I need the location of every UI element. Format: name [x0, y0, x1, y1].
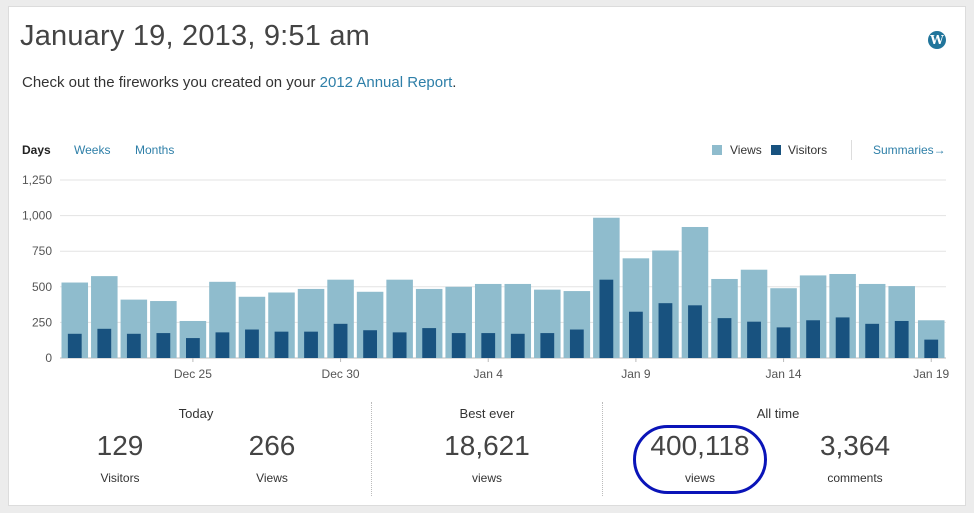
visitors-bar[interactable] [569, 329, 584, 358]
best-ever-label: Best ever [459, 406, 515, 421]
visitors-bar[interactable] [835, 317, 850, 358]
x-tick-label: Jan 14 [766, 367, 802, 381]
annual-report-link[interactable]: 2012 Annual Report [319, 74, 453, 91]
stats-divider-2 [602, 402, 603, 496]
visitors-bar[interactable] [186, 338, 200, 358]
all-time-views-label: views [684, 471, 715, 485]
all-time-comments-label: comments [827, 471, 883, 485]
visitors-bar[interactable] [717, 318, 732, 358]
visitors-bar[interactable] [451, 333, 466, 358]
visitors-bar[interactable] [924, 339, 939, 358]
x-tick-label: Dec 30 [322, 367, 360, 381]
visitors-bar[interactable] [688, 305, 702, 358]
visitors-bar[interactable] [97, 328, 112, 358]
legend-views-label: Views [730, 143, 762, 157]
x-tick-label: Jan 4 [474, 367, 504, 381]
y-tick-label: 1,000 [22, 209, 52, 223]
page-title: January 19, 2013, 9:51 am [20, 20, 371, 52]
visitors-bar[interactable] [481, 333, 496, 358]
visitors-bar[interactable] [156, 333, 171, 358]
y-tick-label: 500 [32, 280, 52, 294]
visitors-bar[interactable] [67, 333, 82, 358]
x-tick-label: Dec 25 [174, 367, 212, 381]
visitors-bar[interactable] [422, 328, 437, 358]
best-ever-views-label: views [471, 471, 502, 485]
x-tick-label: Jan 19 [913, 367, 949, 381]
today-views-label: Views [256, 471, 288, 485]
legend-visitors-swatch [771, 145, 781, 155]
visitors-bar[interactable] [865, 323, 880, 358]
visitors-bar[interactable] [333, 323, 348, 358]
message-prefix: Check out the fireworks you created on y… [22, 74, 320, 91]
visitors-bar[interactable] [274, 331, 289, 358]
tab-weeks[interactable]: Weeks [74, 143, 111, 157]
today-visitors-value: 129 [96, 430, 144, 461]
today-views-value: 266 [248, 430, 296, 461]
message-suffix: . [452, 74, 457, 91]
visitors-bar[interactable] [894, 320, 909, 358]
tab-months[interactable]: Months [135, 143, 175, 157]
all-time-views-highlight [633, 425, 767, 494]
visitors-bar[interactable] [215, 332, 230, 358]
visitors-bar[interactable] [126, 333, 141, 358]
visitors-bar[interactable] [540, 333, 555, 358]
legend-visitors-label: Visitors [788, 143, 828, 157]
summaries-link[interactable]: Summaries→ [873, 143, 946, 157]
all-time-comments-value: 3,364 [819, 430, 891, 461]
legend-views-swatch [712, 145, 722, 155]
x-tick-label: Jan 9 [621, 367, 651, 381]
y-tick-label: 0 [45, 351, 52, 365]
tab-days[interactable]: Days [22, 143, 51, 157]
annual-report-message: Check out the fireworks you created on y… [22, 74, 456, 91]
y-tick-label: 250 [32, 315, 52, 329]
visitors-bar[interactable] [629, 311, 643, 358]
today-label: Today [178, 406, 214, 421]
visitors-bar[interactable] [806, 320, 820, 358]
views-chart: 1,250 1,000 750 500 250 0 Dec 25 Dec 30 Jan 4 Jan… [22, 173, 950, 381]
visitors-bar[interactable] [363, 330, 377, 358]
visitors-bar[interactable] [747, 321, 761, 358]
visitors-bar[interactable] [658, 303, 673, 358]
visitors-bar[interactable] [510, 333, 525, 358]
visitors-bar[interactable] [245, 329, 259, 358]
visitors-bar[interactable] [392, 332, 407, 358]
best-ever-value: 18,621 [444, 430, 530, 461]
stats-divider-1 [371, 402, 372, 496]
visitors-bar[interactable] [599, 279, 614, 358]
wordpress-logo-icon[interactable]: W [928, 31, 946, 49]
y-tick-label: 1,250 [22, 173, 52, 187]
y-tick-label: 750 [32, 244, 52, 258]
visitors-bar[interactable] [776, 327, 791, 358]
legend-separator [851, 140, 852, 160]
all-time-label: All time [756, 406, 800, 421]
stats-card [8, 6, 966, 506]
today-visitors-label: Visitors [100, 471, 140, 485]
visitors-bar[interactable] [304, 331, 318, 358]
